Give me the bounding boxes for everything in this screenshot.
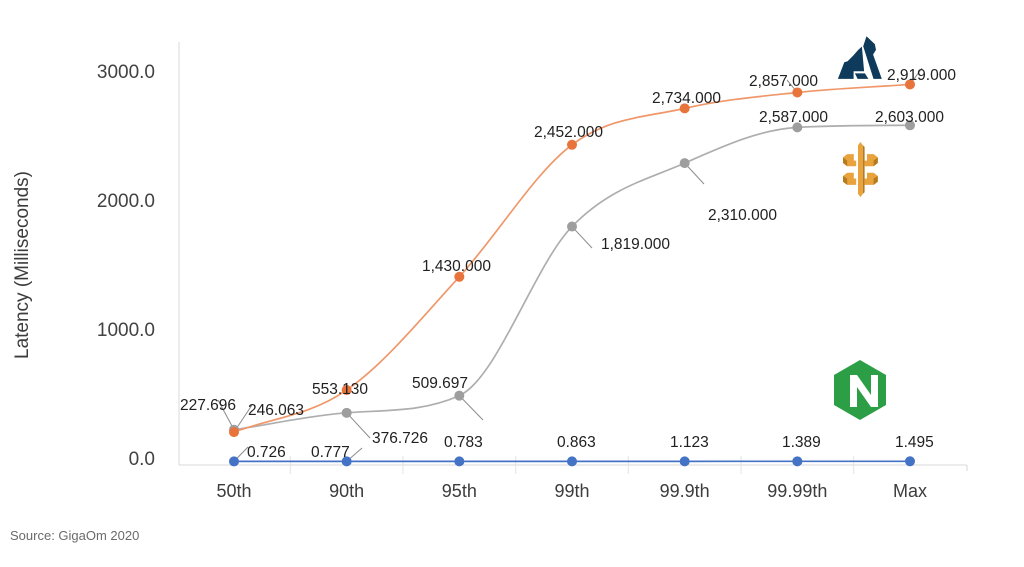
svg-text:99.99th: 99.99th xyxy=(767,481,827,501)
svg-text:0.863: 0.863 xyxy=(557,434,596,451)
svg-text:246.063: 246.063 xyxy=(248,402,304,419)
svg-text:2,734.000: 2,734.000 xyxy=(652,90,721,107)
svg-text:1.389: 1.389 xyxy=(782,434,821,451)
svg-text:1000.0: 1000.0 xyxy=(97,320,155,341)
svg-text:Source: GigaOm 2020: Source: GigaOm 2020 xyxy=(10,528,139,543)
svg-text:509.697: 509.697 xyxy=(412,375,468,392)
svg-text:2,603.000: 2,603.000 xyxy=(875,109,944,126)
svg-text:95th: 95th xyxy=(442,481,477,501)
svg-text:0.726: 0.726 xyxy=(247,444,286,461)
svg-text:Max: Max xyxy=(893,481,927,501)
svg-text:50th: 50th xyxy=(216,481,251,501)
svg-text:2,587.000: 2,587.000 xyxy=(759,109,828,126)
svg-text:1.123: 1.123 xyxy=(670,434,709,451)
svg-text:2000.0: 2000.0 xyxy=(97,191,155,212)
svg-text:1,430.000: 1,430.000 xyxy=(422,258,491,275)
svg-text:1,819.000: 1,819.000 xyxy=(601,236,670,253)
svg-text:1.495: 1.495 xyxy=(895,434,934,451)
svg-text:99th: 99th xyxy=(554,481,589,501)
svg-text:376.726: 376.726 xyxy=(372,430,428,447)
svg-text:2,919.000: 2,919.000 xyxy=(887,67,956,84)
svg-text:Latency (Milliseconds): Latency (Milliseconds) xyxy=(12,171,33,359)
svg-text:99.9th: 99.9th xyxy=(660,481,710,501)
svg-text:227.696: 227.696 xyxy=(180,397,236,414)
svg-text:3000.0: 3000.0 xyxy=(97,62,155,83)
svg-text:0.0: 0.0 xyxy=(129,449,155,470)
svg-text:90th: 90th xyxy=(329,481,364,501)
svg-text:0.777: 0.777 xyxy=(311,444,350,461)
svg-text:2,310.000: 2,310.000 xyxy=(708,207,777,224)
svg-text:2,857.000: 2,857.000 xyxy=(749,73,818,90)
svg-text:0.783: 0.783 xyxy=(444,434,483,451)
svg-text:2,452.000: 2,452.000 xyxy=(534,124,603,141)
svg-text:553.130: 553.130 xyxy=(312,381,368,398)
